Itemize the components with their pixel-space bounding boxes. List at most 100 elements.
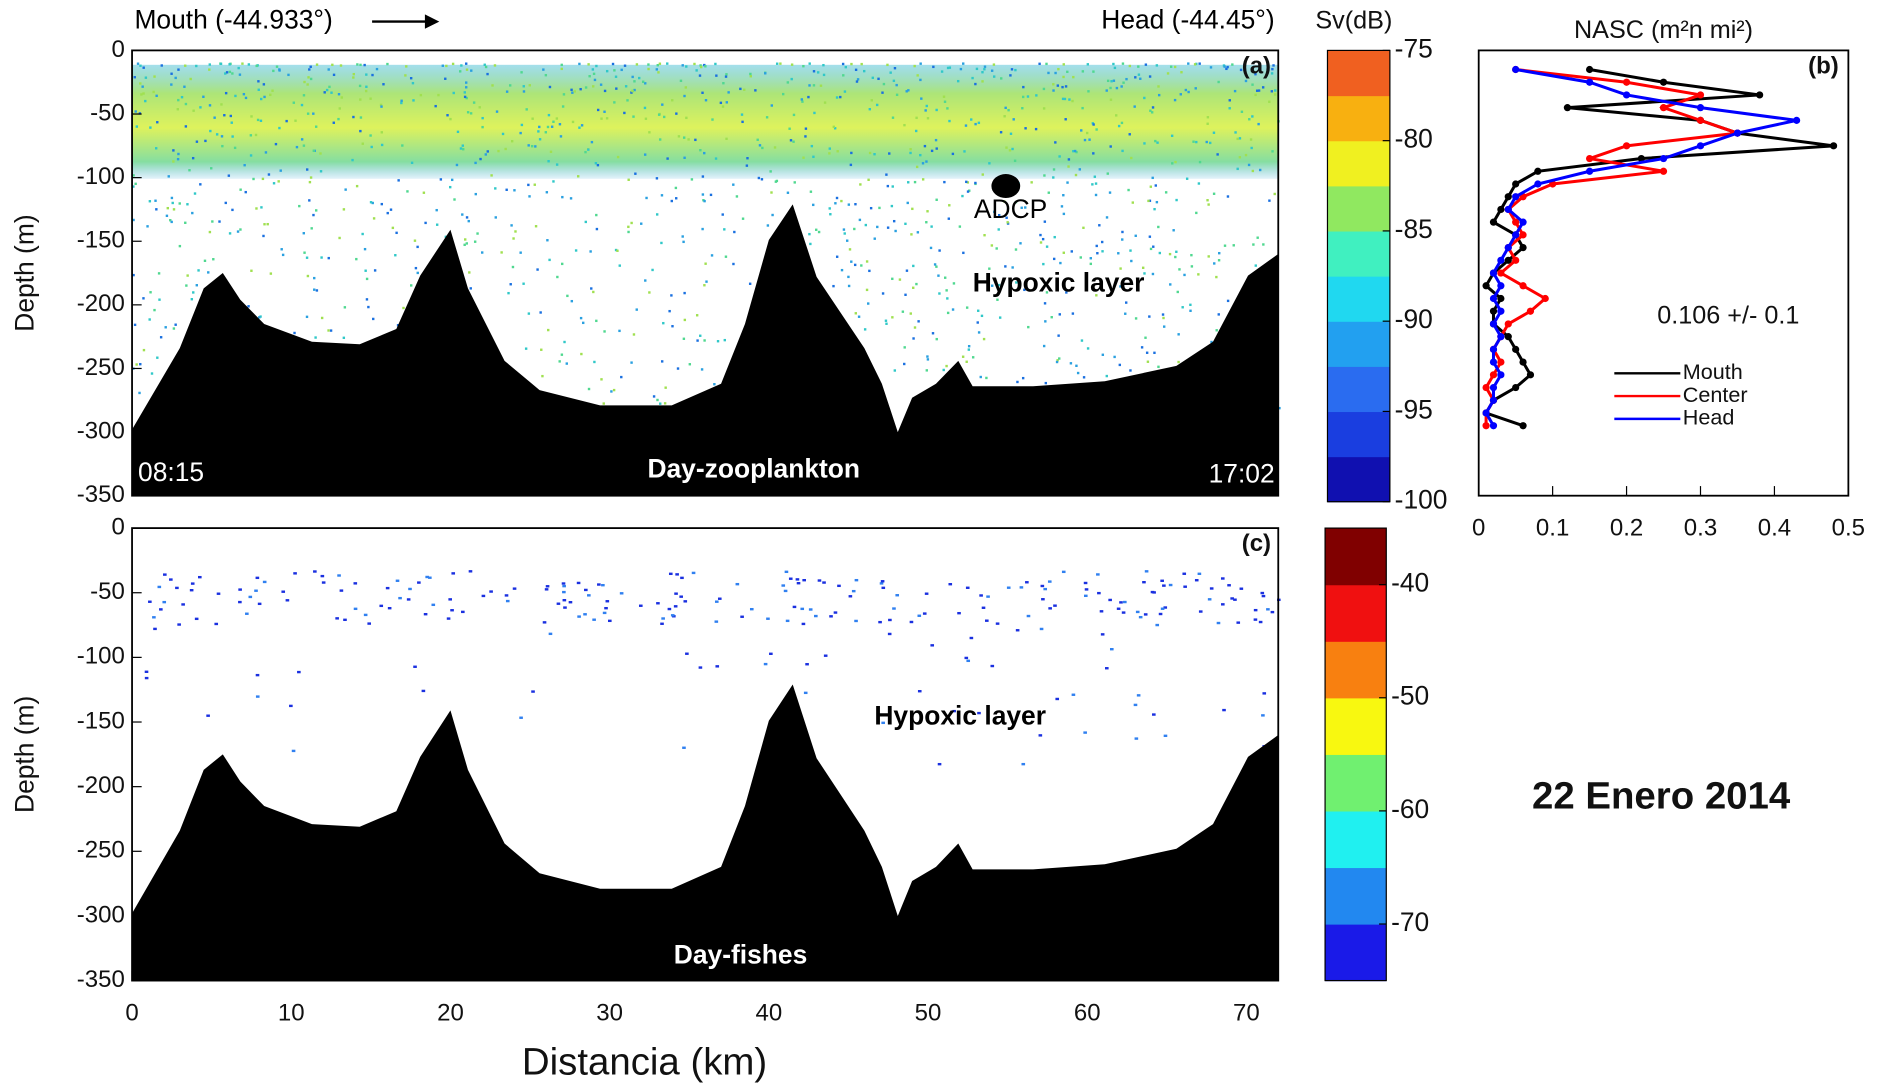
echo-dot — [1134, 317, 1138, 320]
echo-dot — [854, 312, 858, 315]
echo-dot — [1021, 95, 1025, 99]
point — [1659, 104, 1668, 112]
point — [1585, 154, 1594, 163]
echo-dot — [1009, 132, 1013, 135]
colorbar-tick-label: -100 — [1395, 485, 1448, 515]
echo-dot — [903, 362, 906, 366]
echo-dot — [786, 191, 790, 194]
echo-dot — [1212, 131, 1216, 134]
point — [1512, 218, 1520, 226]
echo-dot — [1183, 585, 1187, 588]
echo-dot — [1052, 176, 1055, 179]
echo-dot — [144, 676, 149, 680]
echo-dot — [228, 70, 232, 74]
echo-dot — [1162, 316, 1165, 320]
echo-dot — [319, 170, 323, 173]
echo-dot — [1144, 63, 1148, 66]
echo-dot — [1071, 693, 1076, 696]
echo-dot — [884, 319, 888, 322]
echo-dot — [1052, 257, 1056, 261]
point — [1519, 282, 1527, 290]
echo-dot — [1119, 285, 1122, 288]
echo-dot — [844, 65, 847, 69]
echo-dot — [1062, 212, 1066, 216]
echo-dot — [1216, 621, 1221, 625]
echo-dot — [917, 614, 922, 617]
echo-dot — [1128, 133, 1131, 136]
echo-dot — [656, 63, 659, 67]
echo-dot — [926, 358, 930, 361]
echo-dot — [676, 367, 680, 370]
echo-dot — [1117, 252, 1120, 255]
echo-dot — [1034, 127, 1038, 131]
echo-dot — [142, 66, 145, 69]
echo-dot — [860, 264, 863, 267]
echo-dot — [148, 318, 151, 321]
echo-dot — [812, 203, 815, 207]
point — [1504, 320, 1512, 328]
echo-dot — [1019, 242, 1022, 245]
echo-dot — [1226, 65, 1229, 69]
echo-dot — [209, 129, 212, 133]
echo-dot — [254, 589, 258, 592]
echo-dot — [683, 318, 687, 322]
echo-dot — [1095, 244, 1098, 248]
echo-dot — [1058, 155, 1061, 158]
echo-dot — [948, 583, 953, 586]
echo-dot — [1198, 610, 1203, 613]
echo-dot — [463, 95, 467, 99]
echo-dot — [700, 65, 703, 69]
point — [1526, 307, 1535, 315]
echo-dot — [1254, 264, 1257, 267]
echo-dot — [808, 62, 811, 65]
echo-dot — [1075, 364, 1078, 367]
echo-dot — [185, 284, 188, 287]
echo-dot — [595, 213, 598, 217]
echo-dot — [228, 232, 232, 235]
echo-dot — [576, 581, 581, 585]
echo-dot — [1064, 118, 1067, 121]
echo-dot — [668, 572, 673, 576]
echo-dot — [428, 576, 432, 579]
echo-dot — [1175, 250, 1178, 254]
echo-dot — [241, 62, 244, 65]
echo-dot — [310, 227, 313, 230]
echo-dot — [199, 183, 202, 186]
echo-dot — [184, 221, 187, 224]
echo-dot — [673, 605, 678, 608]
echo-dot — [134, 182, 137, 186]
echo-dot — [1253, 608, 1258, 612]
echo-dot — [398, 596, 402, 600]
echo-dot — [172, 327, 176, 330]
echo-dot — [558, 123, 562, 126]
echo-dot — [934, 138, 938, 142]
echo-dot — [425, 575, 429, 579]
echo-dot — [873, 153, 876, 156]
echo-dot — [255, 64, 258, 68]
echo-dot — [305, 256, 309, 259]
echo-dot — [342, 336, 346, 340]
echo-dot — [945, 364, 948, 368]
echo-dot — [195, 64, 198, 68]
echo-dot — [1248, 118, 1251, 121]
echo-dot — [964, 656, 969, 660]
echo-dot — [773, 146, 777, 149]
echo-dot — [952, 709, 956, 713]
echo-dot — [1109, 145, 1112, 148]
echo-dot — [930, 149, 934, 153]
echo-dot — [666, 62, 669, 65]
echo-dot — [765, 116, 769, 119]
echo-dot — [684, 86, 688, 89]
echo-dot — [1170, 134, 1174, 138]
echo-dot — [1027, 325, 1030, 329]
echo-dot — [262, 580, 267, 584]
echo-dot — [578, 126, 581, 129]
echo-dot — [1157, 93, 1161, 97]
echo-dot — [177, 152, 180, 156]
echo-dot — [614, 248, 618, 252]
annotation: Day-fishes — [674, 940, 807, 970]
echo-dot — [382, 83, 385, 86]
echo-dot — [571, 91, 574, 94]
echo-dot — [760, 178, 764, 181]
echo-dot — [855, 80, 859, 83]
